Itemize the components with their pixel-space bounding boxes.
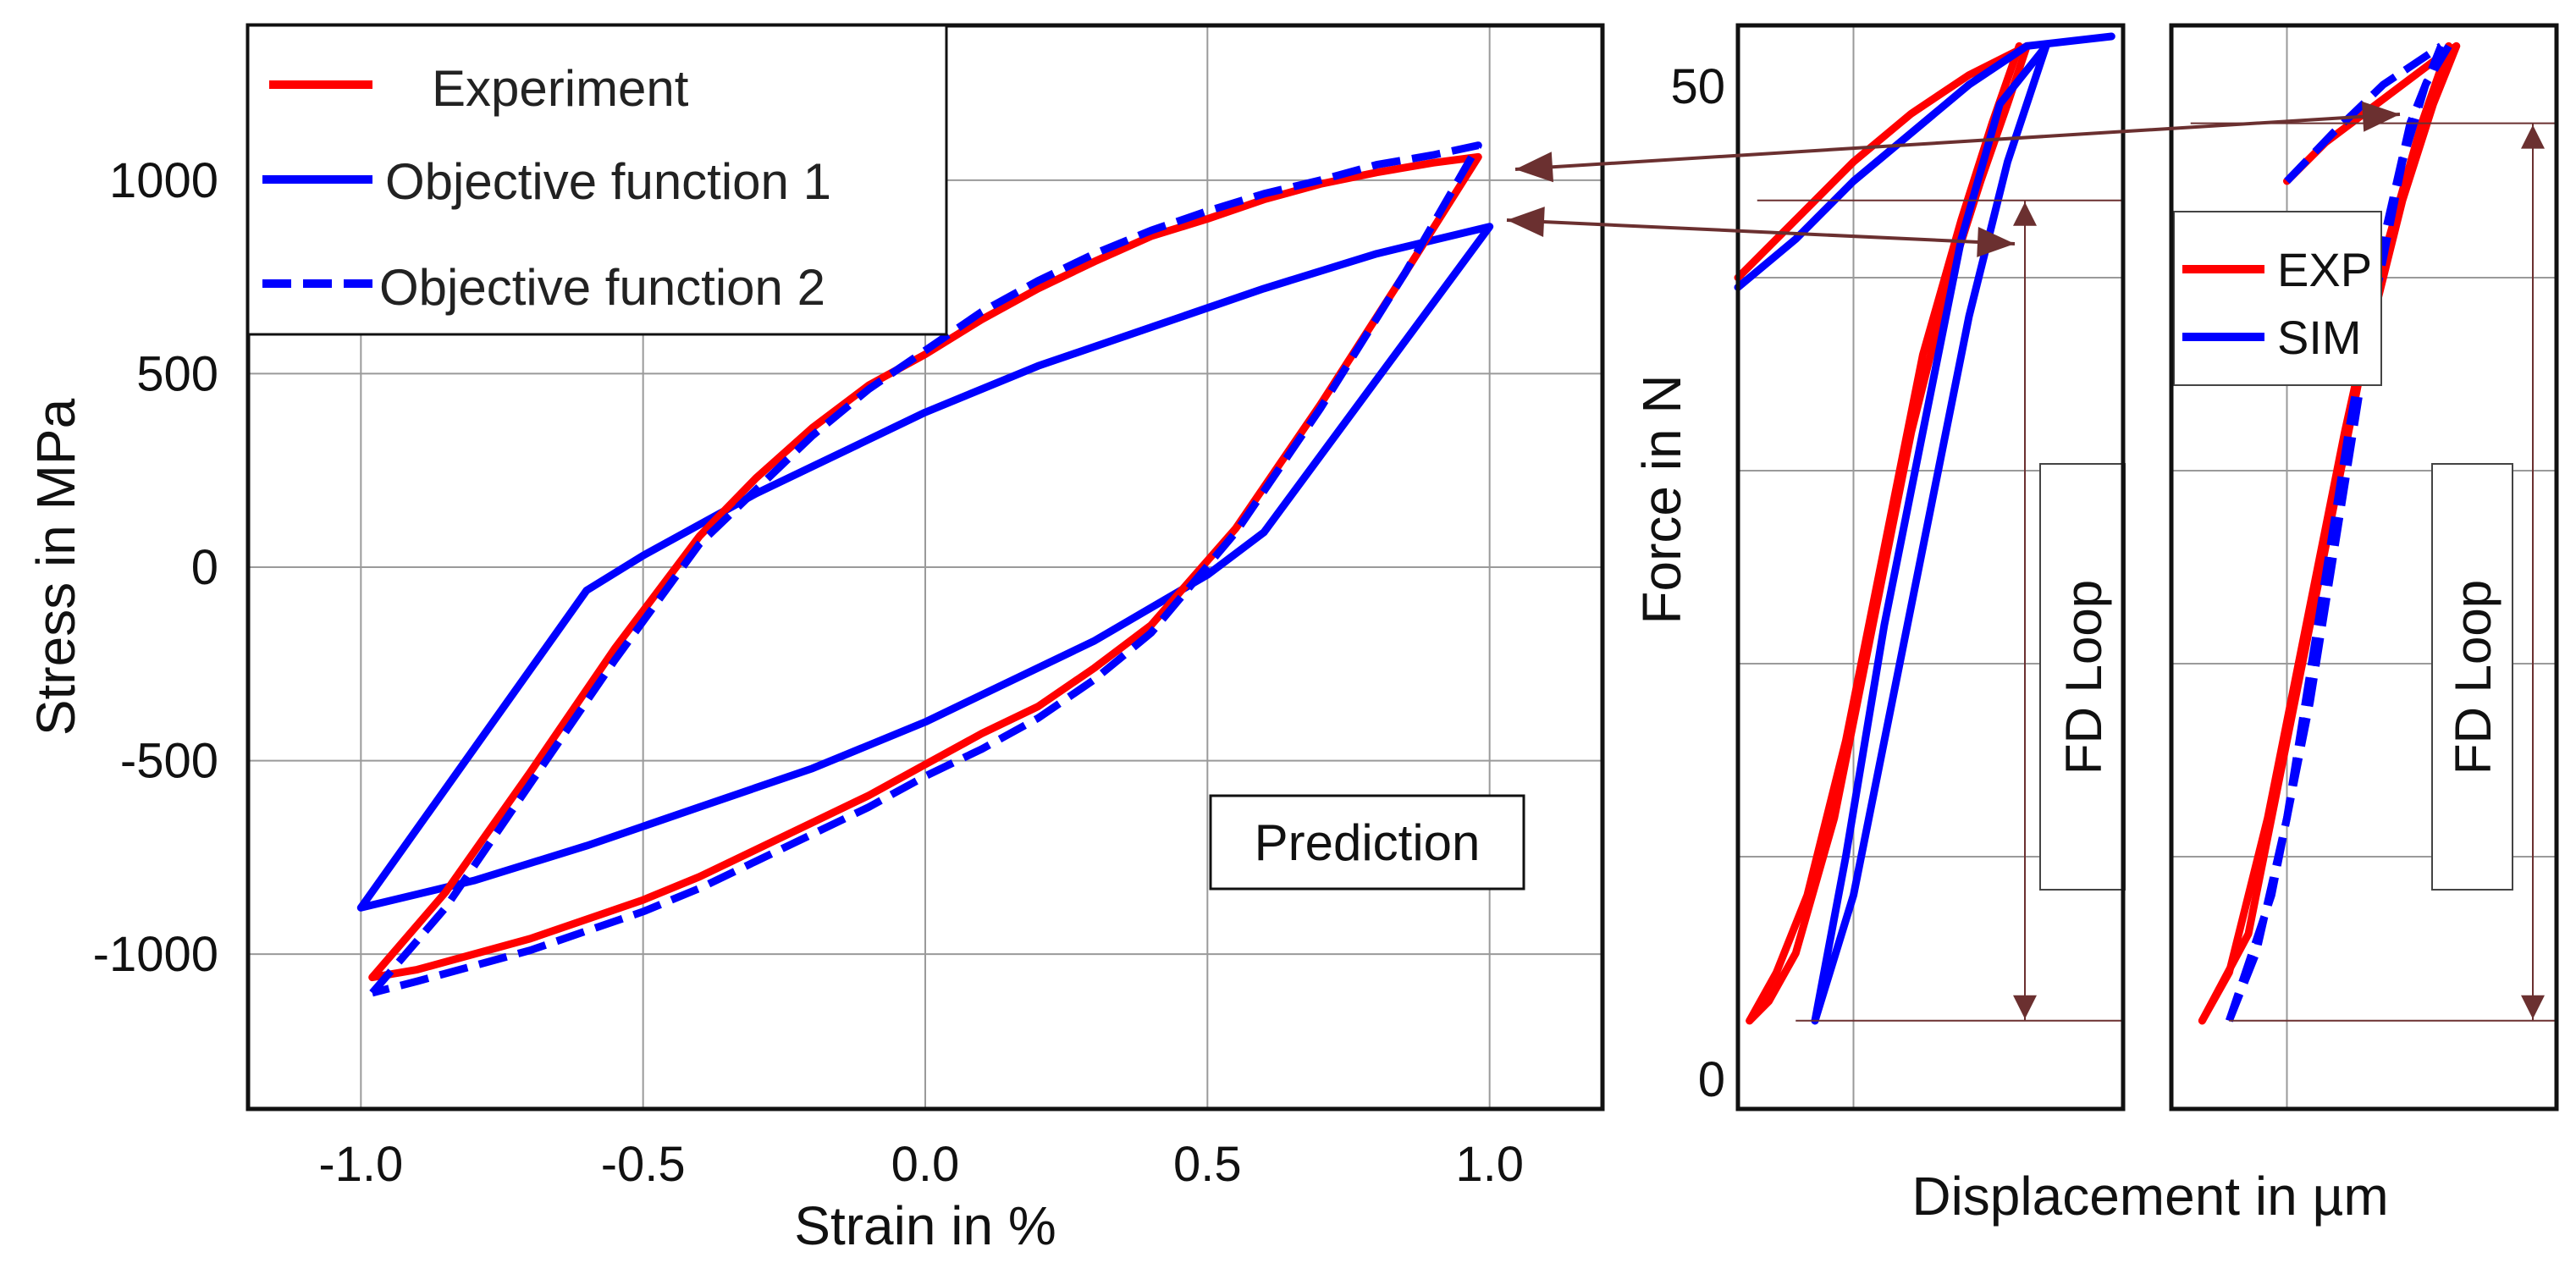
prediction-box <box>1209 794 1525 891</box>
middle-ytick-50: 50 <box>1670 59 1725 114</box>
prediction-annotation: Prediction <box>1209 794 1525 891</box>
right-sim-curve-b <box>2226 44 2452 1023</box>
left-y-axis-label: Stress in MPa <box>25 398 86 736</box>
middle-curves <box>1734 32 2115 1025</box>
left-series-objective-function-2 <box>369 141 1482 997</box>
legend-label-experiment: Experiment <box>432 60 689 117</box>
left-xtick-label: -0.5 <box>601 1137 686 1192</box>
left-legend: Experiment Objective function 1 Objectiv… <box>246 24 948 336</box>
left-ytick-label: 1000 <box>109 153 218 208</box>
left-ytick-label: 500 <box>136 346 218 401</box>
middle-ytick-0: 0 <box>1698 1052 1725 1107</box>
arrow-lower-shaft <box>1506 218 2016 245</box>
right-legend-label-sim: SIM <box>2277 311 2362 364</box>
shared-x-axis-label: Displacement in µm <box>1911 1166 2388 1227</box>
left-xtick-label: 0.5 <box>1173 1137 1242 1192</box>
arrow-lower-head-start <box>1507 207 1545 238</box>
right-span-arrow-down <box>2521 995 2545 1019</box>
middle-span-arrow-up <box>2013 201 2037 226</box>
left-series-objective-function-1 <box>356 223 1494 912</box>
fd-loop-chart-right: FD Loop EXP SIM <box>2169 23 2559 1111</box>
legend-label-objective-2: Objective function 2 <box>379 259 825 316</box>
right-span-arrow-up <box>2521 124 2545 149</box>
middle-y-axis-label: Force in N <box>1631 374 1692 624</box>
arrow-upper-head-start <box>1515 152 1554 183</box>
left-ytick-label: -500 <box>120 734 218 789</box>
left-xtick-label: 0.0 <box>891 1137 960 1192</box>
right-fd-loop-rect <box>2431 463 2513 891</box>
right-fd-loop-label: FD Loop <box>2445 580 2502 775</box>
middle-sim-top <box>1734 32 2115 291</box>
middle-exp-curve-a <box>1746 41 2031 1025</box>
stress-strain-chart: -1.0 -0.5 0.0 0.5 1.0 -1000 -500 0 500 1000 Exper… <box>25 23 1605 1256</box>
right-sim-top <box>2284 42 2444 185</box>
right-legend-label-exp: EXP <box>2277 243 2372 296</box>
left-x-axis-label: Strain in % <box>794 1195 1056 1256</box>
left-xtick-label: -1.0 <box>318 1137 403 1192</box>
middle-fd-loop-box: FD Loop <box>2039 463 2126 891</box>
middle-sim-curve-a <box>1811 41 2050 1025</box>
middle-fd-loop-label: FD Loop <box>2055 580 2112 775</box>
left-series-experiment <box>368 152 1482 982</box>
prediction-label: Prediction <box>1255 814 1481 871</box>
linking-arrows <box>1506 101 2401 257</box>
right-legend: EXP SIM <box>2173 211 2382 386</box>
right-legend-box <box>2173 211 2382 386</box>
legend-label-objective-1: Objective function 1 <box>385 153 831 210</box>
right-plot-frame <box>2169 23 2559 1111</box>
middle-span-arrow-down <box>2013 995 2037 1019</box>
left-tick-labels: -1.0 -0.5 0.0 0.5 1.0 -1000 -500 0 500 1000 <box>93 153 1524 1192</box>
middle-measure-lines <box>1757 199 2123 1022</box>
right-fd-loop-box: FD Loop <box>2431 463 2513 891</box>
right-curves <box>2198 41 2461 1025</box>
left-ytick-label: 0 <box>191 540 218 595</box>
middle-sim-curve-b <box>1811 41 2050 1025</box>
left-ytick-label: -1000 <box>93 927 218 982</box>
left-curves <box>356 141 1494 997</box>
arrow-lower-head-end <box>1977 226 2015 257</box>
fd-loop-chart-middle: FD Loop 50 0 Force in N <box>1631 23 2126 1111</box>
arrow-upper-shaft <box>1514 113 2401 171</box>
middle-plot-frame <box>1735 23 2126 1111</box>
arrow-upper-head-end <box>2361 101 2400 132</box>
left-xtick-label: 1.0 <box>1455 1137 1524 1192</box>
